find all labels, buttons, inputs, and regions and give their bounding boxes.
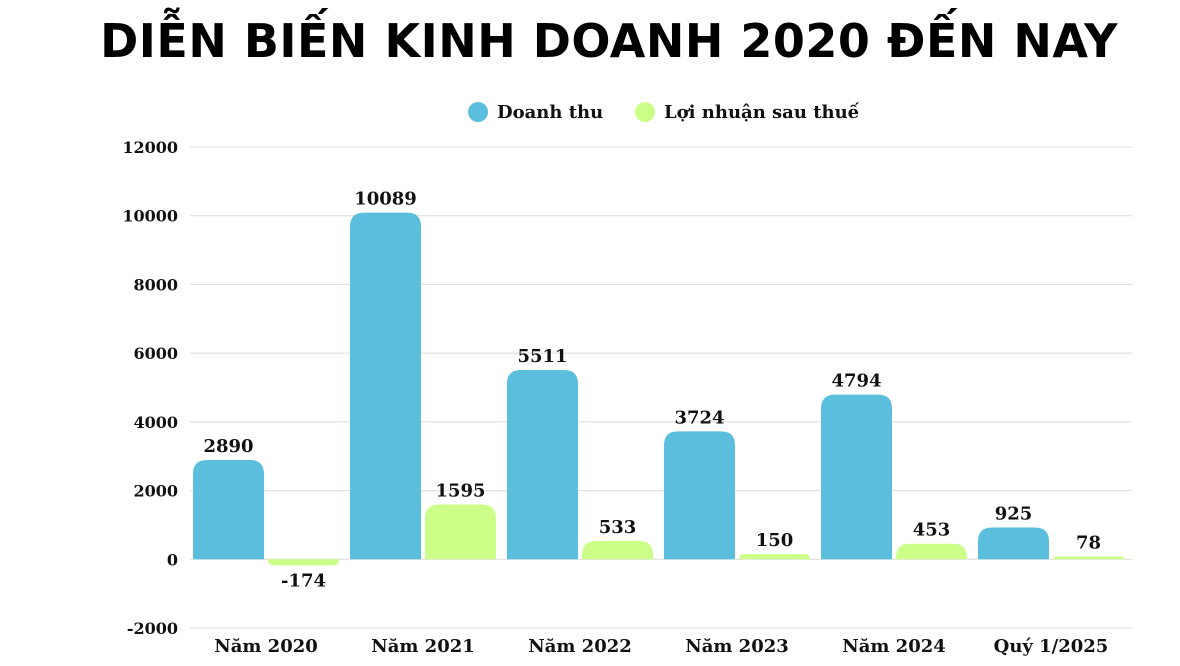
y-tick-label: 8000 [133,275,178,294]
legend-label-0: Doanh thu [497,102,603,123]
legend-swatch-0 [468,102,488,122]
bar-loi-nhuan-2 [582,540,653,560]
bar-doanh-thu-0 [193,459,264,560]
bar-doanh-thu-1 [350,212,421,560]
data-label: 453 [913,520,951,541]
bar-doanh-thu-3 [664,431,735,560]
bar-doanh-thu-2 [507,369,578,560]
y-tick-label: 2000 [133,482,178,501]
y-tick-label: 0 [167,550,178,569]
y-tick-label: 6000 [133,344,178,363]
data-label: 5511 [517,346,567,367]
x-category-label: Năm 2024 [842,636,946,657]
x-category-label: Năm 2021 [371,636,475,657]
y-tick-label: 4000 [133,413,178,432]
x-category-label: Năm 2022 [528,636,632,657]
y-tick-label: 12000 [122,138,178,157]
x-category-label: Quý 1/2025 [994,636,1109,657]
bar-doanh-thu-4 [821,394,892,560]
chart-title: DIỄN BIẾN KINH DOANH 2020 ĐẾN NAY [100,14,1118,68]
data-label: -174 [281,570,326,591]
data-label: 3724 [674,407,724,428]
y-tick-label: 10000 [122,207,178,226]
data-label: 4794 [831,371,881,392]
legend: Doanh thu Lợi nhuận sau thuế [468,101,860,123]
bar-layer [193,212,1124,566]
label-layer: -2000 0 2000 4000 6000 8000 10000 12000 2890 -174… [122,138,1108,657]
legend-label-1: Lợi nhuận sau thuế [664,101,860,123]
bar-doanh-thu-5 [978,527,1049,560]
data-label: 78 [1076,533,1101,554]
bar-loi-nhuan-4 [896,543,967,560]
data-label: 150 [756,530,794,551]
y-tick-label: -2000 [127,619,178,638]
bar-loi-nhuan-1 [425,504,496,560]
grid-layer [190,146,1132,629]
bar-loi-nhuan-5 [1053,556,1124,560]
data-label: 10089 [354,189,417,210]
x-category-label: Năm 2020 [214,636,318,657]
bar-loi-nhuan-0 [268,559,339,566]
data-label: 925 [995,504,1033,525]
data-label: 2890 [203,436,253,457]
legend-swatch-1 [635,102,655,122]
data-label: 533 [599,517,637,538]
x-category-label: Năm 2023 [685,636,789,657]
bar-loi-nhuan-3 [739,554,810,560]
data-label: 1595 [435,480,485,501]
